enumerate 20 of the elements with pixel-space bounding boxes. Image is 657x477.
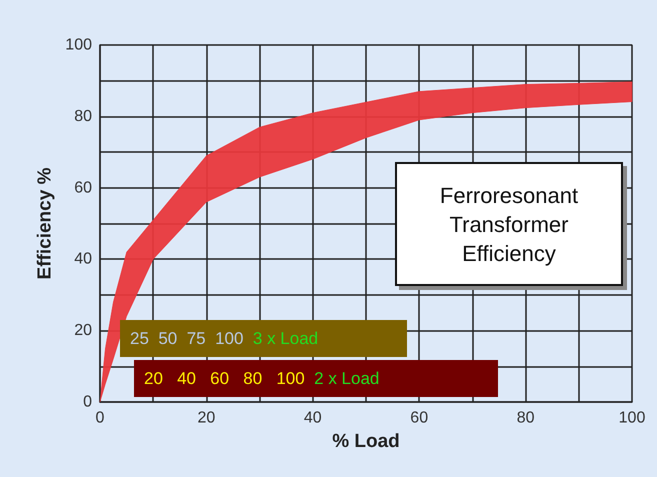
- annotation: 25 50 75 100: [130, 329, 244, 348]
- y-tick-label: 40: [74, 250, 92, 268]
- y-tick-label: 100: [65, 36, 92, 54]
- x-tick-label: 100: [618, 410, 646, 426]
- x-tick-label: 80: [516, 410, 535, 426]
- x-tick-label: 40: [304, 410, 322, 426]
- annotation: 2 x Load: [314, 369, 380, 388]
- y-axis-title: Efficiency %: [34, 167, 56, 280]
- x-tick-label: 0: [96, 410, 105, 426]
- x-tick-label: 20: [198, 410, 216, 426]
- scale-label-box: 20 40 60 80 100 2 x Load: [134, 360, 498, 397]
- scale-label-box: 25 50 75 100 3 x Load: [120, 320, 407, 357]
- y-tick-label: 60: [74, 179, 92, 196]
- annotation: 3 x Load: [252, 329, 318, 348]
- y-tick-label: 80: [74, 108, 92, 125]
- x-axis-title: % Load: [332, 431, 400, 452]
- x-tick-label: 60: [410, 410, 428, 426]
- annotation: 20 40 60 80 100: [144, 369, 305, 388]
- y-tick-label: 20: [74, 322, 92, 340]
- y-tick-label: 0: [83, 394, 92, 410]
